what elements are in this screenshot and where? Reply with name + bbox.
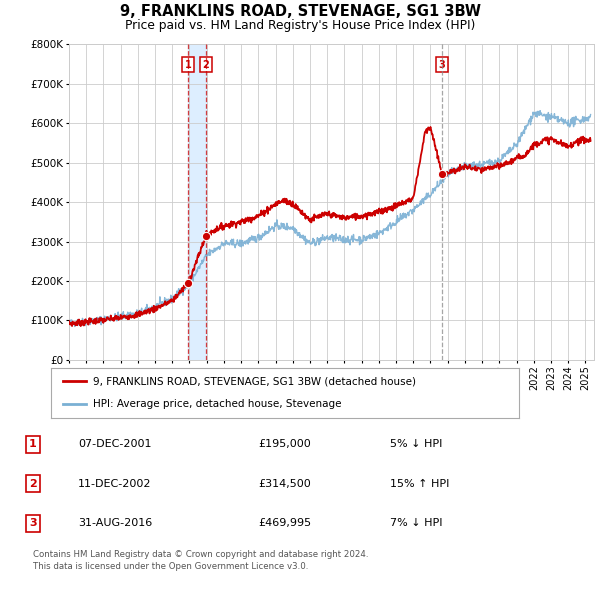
Text: £195,000: £195,000 xyxy=(258,439,311,449)
Text: 9, FRANKLINS ROAD, STEVENAGE, SG1 3BW: 9, FRANKLINS ROAD, STEVENAGE, SG1 3BW xyxy=(119,4,481,19)
Text: 07-DEC-2001: 07-DEC-2001 xyxy=(78,439,151,449)
Text: Contains HM Land Registry data © Crown copyright and database right 2024.: Contains HM Land Registry data © Crown c… xyxy=(33,550,368,559)
Text: 7% ↓ HPI: 7% ↓ HPI xyxy=(390,519,443,529)
Text: 2: 2 xyxy=(202,60,209,70)
Text: 15% ↑ HPI: 15% ↑ HPI xyxy=(390,479,449,489)
Text: 11-DEC-2002: 11-DEC-2002 xyxy=(78,479,151,489)
Bar xyxy=(188,44,206,360)
Text: 2: 2 xyxy=(29,479,37,489)
Text: 5% ↓ HPI: 5% ↓ HPI xyxy=(390,439,442,449)
Text: £469,995: £469,995 xyxy=(258,519,311,529)
Text: HPI: Average price, detached house, Stevenage: HPI: Average price, detached house, Stev… xyxy=(93,399,341,409)
Text: £314,500: £314,500 xyxy=(258,479,311,489)
Text: 1: 1 xyxy=(185,60,191,70)
Text: This data is licensed under the Open Government Licence v3.0.: This data is licensed under the Open Gov… xyxy=(33,562,308,571)
Text: 31-AUG-2016: 31-AUG-2016 xyxy=(78,519,152,529)
Text: 9, FRANKLINS ROAD, STEVENAGE, SG1 3BW (detached house): 9, FRANKLINS ROAD, STEVENAGE, SG1 3BW (d… xyxy=(93,376,416,386)
Text: 3: 3 xyxy=(439,60,445,70)
Text: Price paid vs. HM Land Registry's House Price Index (HPI): Price paid vs. HM Land Registry's House … xyxy=(125,19,475,32)
Text: 1: 1 xyxy=(29,439,37,449)
Text: 3: 3 xyxy=(29,519,37,529)
